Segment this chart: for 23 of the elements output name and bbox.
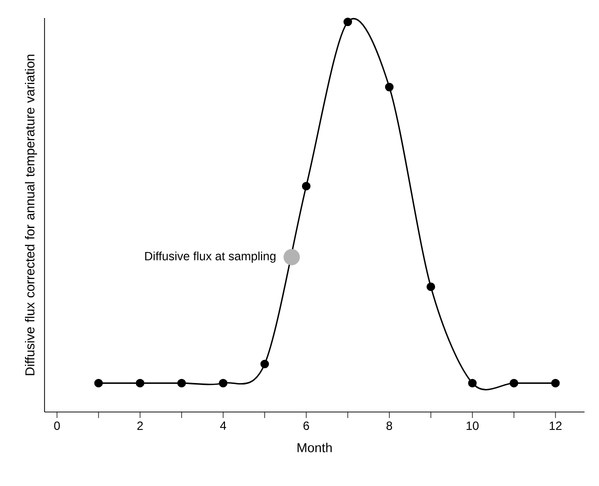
point (94, 378, 103, 388)
point (218, 378, 228, 388)
point (551, 378, 560, 388)
x-tick-label: 4 (220, 422, 226, 430)
point (426, 282, 436, 292)
x-tick-label: 2 (137, 422, 143, 430)
y-axis-title: Diffusive flux corrected for annual temperature variation (24, 54, 38, 376)
point (260, 360, 269, 368)
x-axis-title: Month (298, 442, 332, 452)
x-tick-label: 0 (54, 422, 60, 430)
point (177, 378, 186, 388)
point (510, 378, 518, 388)
x-tick-label: 10 (466, 422, 479, 430)
x-tick-label: 8 (386, 422, 392, 430)
point (343, 18, 352, 26)
point (385, 82, 394, 92)
point (302, 182, 311, 190)
point (136, 378, 144, 388)
point (468, 378, 477, 388)
x-tick-label: 6 (304, 422, 310, 430)
point (284, 248, 300, 266)
series-label: Diffusive flux at sampling (145, 252, 276, 263)
x-tick-label: 12 (550, 422, 562, 430)
